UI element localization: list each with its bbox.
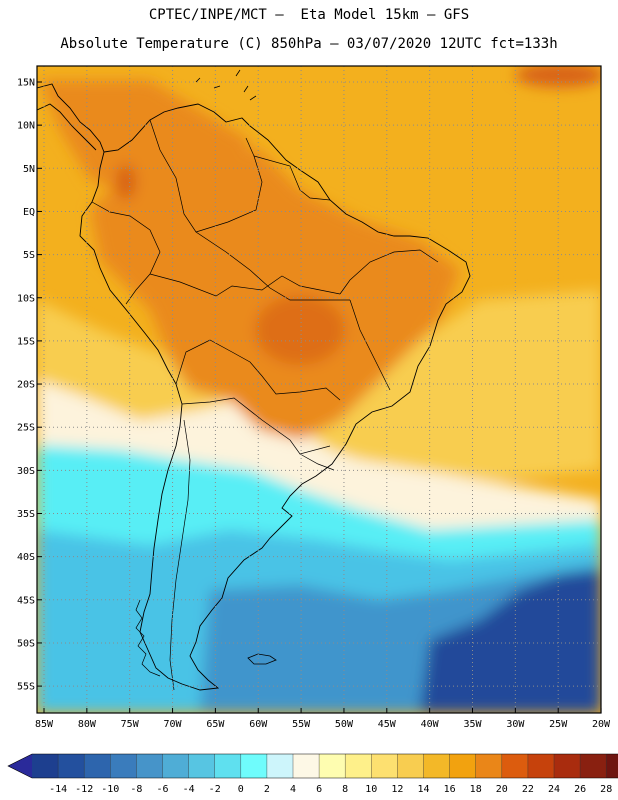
coastline bbox=[79, 103, 471, 691]
colorbar-cell bbox=[214, 754, 242, 778]
lon-label: 25W bbox=[549, 719, 568, 730]
colorbar-cell bbox=[110, 754, 137, 778]
lat-label: 5N bbox=[23, 164, 35, 175]
lat-label: 15S bbox=[17, 336, 35, 347]
colorbar-low-arrow bbox=[8, 754, 32, 778]
lon-label: 65W bbox=[206, 719, 225, 730]
lat-label: 40S bbox=[17, 552, 35, 563]
colorbar-label: 14 bbox=[417, 784, 429, 795]
longitude-axis: 85W 80W 75W 70W 65W 60W 55W 50W 45W 40W 35W 30W 25W 2… bbox=[35, 708, 611, 730]
colorbar-cell bbox=[58, 754, 85, 778]
colorbar-label: 12 bbox=[391, 784, 403, 795]
colorbar-cell bbox=[580, 754, 607, 778]
colorbar-cell bbox=[527, 754, 555, 778]
colorbar: -14 -12 -10 -8 -6 -4 -2 0 2 4 6 8 10 12 14 16 18 20 22 24 26… bbox=[7, 753, 618, 795]
colorbar-label: 24 bbox=[548, 784, 560, 795]
lon-label: 30W bbox=[506, 719, 525, 730]
colorbar-label: 20 bbox=[496, 784, 508, 795]
lon-label: 50W bbox=[335, 719, 354, 730]
colorbar-label: -4 bbox=[183, 784, 195, 795]
colorbar-label: -10 bbox=[101, 784, 119, 795]
lat-label: 20S bbox=[17, 380, 35, 391]
lat-label: 45S bbox=[17, 595, 35, 606]
lat-label: 30S bbox=[17, 466, 35, 477]
country-borders bbox=[91, 119, 439, 691]
field-hot-northeast bbox=[515, 66, 601, 87]
lat-label: 10N bbox=[17, 121, 35, 132]
lon-label: 20W bbox=[592, 719, 611, 730]
colorbar-label: 22 bbox=[522, 784, 534, 795]
colorbar-cell bbox=[397, 754, 424, 778]
lat-label: EQ bbox=[23, 207, 35, 218]
lon-label: 55W bbox=[292, 719, 311, 730]
field-cream-band bbox=[37, 380, 601, 540]
lat-label: 50S bbox=[17, 638, 35, 649]
colorbar-cell bbox=[240, 754, 268, 778]
colorbar-cell bbox=[188, 754, 216, 778]
colorbar-cell bbox=[32, 754, 59, 778]
colorbar-label: 10 bbox=[365, 784, 377, 795]
colorbar-cell bbox=[266, 754, 294, 778]
lon-label: 75W bbox=[121, 719, 140, 730]
field-hot-andes bbox=[116, 164, 136, 200]
field-land-warm bbox=[90, 140, 460, 440]
colorbar-cell bbox=[371, 754, 398, 778]
colorbar-label: 8 bbox=[342, 784, 348, 795]
colorbar-label: -12 bbox=[75, 784, 93, 795]
colorbar-label: 16 bbox=[444, 784, 456, 795]
colorbar-cell bbox=[84, 754, 111, 778]
lat-label: 10S bbox=[17, 293, 35, 304]
colorbar-cell bbox=[606, 754, 618, 778]
colorbar-label: 6 bbox=[316, 784, 322, 795]
lat-label: 25S bbox=[17, 423, 35, 434]
colorbar-label: -2 bbox=[209, 784, 221, 795]
map-frame bbox=[36, 65, 602, 714]
lon-label: 70W bbox=[164, 719, 183, 730]
chile-archipelago bbox=[135, 599, 161, 677]
colorbar-label: 18 bbox=[470, 784, 482, 795]
caribbean-islands bbox=[195, 69, 257, 101]
field-hot-interior bbox=[255, 295, 345, 365]
lat-label: 55S bbox=[17, 682, 35, 693]
field-deep-blue bbox=[420, 570, 601, 713]
colorbar-label: -8 bbox=[130, 784, 142, 795]
lon-label: 60W bbox=[249, 719, 268, 730]
lat-label: 5S bbox=[23, 250, 35, 261]
colorbar-label: 26 bbox=[574, 784, 586, 795]
colorbar-label: 4 bbox=[290, 784, 296, 795]
colorbar-cell bbox=[293, 754, 320, 778]
title-line-1: CPTEC/INPE/MCT – Eta Model 15km – GFS bbox=[148, 7, 470, 23]
colorbar-cell bbox=[136, 754, 163, 778]
central-america-coast bbox=[37, 83, 105, 153]
lon-label: 85W bbox=[35, 719, 54, 730]
colorbar-label: -6 bbox=[156, 784, 168, 795]
title-line-2: Absolute Temperature (C) 850hPa – 03/07/… bbox=[60, 36, 558, 52]
lat-label: 35S bbox=[17, 509, 35, 520]
lon-label: 45W bbox=[378, 719, 397, 730]
lat-label: 15N bbox=[17, 78, 35, 89]
temperature-field bbox=[37, 66, 601, 713]
colorbar-cell bbox=[162, 754, 189, 778]
colorbar-cell bbox=[345, 754, 372, 778]
colorbar-cell bbox=[449, 754, 477, 778]
lon-label: 40W bbox=[421, 719, 440, 730]
latitude-axis: 15N 10N 5N EQ 5S 10S 15S 20S 25S 30S 35S 40S 45S 50S 5… bbox=[17, 78, 42, 693]
colorbar-label: 28 bbox=[600, 784, 612, 795]
colorbar-cell bbox=[501, 754, 529, 778]
colorbar-label: 2 bbox=[264, 784, 270, 795]
colorbar-label: 0 bbox=[238, 784, 244, 795]
colorbar-cell bbox=[423, 754, 450, 778]
colorbar-cell bbox=[554, 754, 581, 778]
lon-label: 35W bbox=[463, 719, 482, 730]
lon-label: 80W bbox=[78, 719, 97, 730]
colorbar-outline bbox=[7, 753, 618, 779]
colorbar-cell bbox=[475, 754, 503, 778]
colorbar-label: -14 bbox=[49, 784, 67, 795]
field-north-land bbox=[40, 80, 250, 200]
colorbar-cell bbox=[319, 754, 346, 778]
